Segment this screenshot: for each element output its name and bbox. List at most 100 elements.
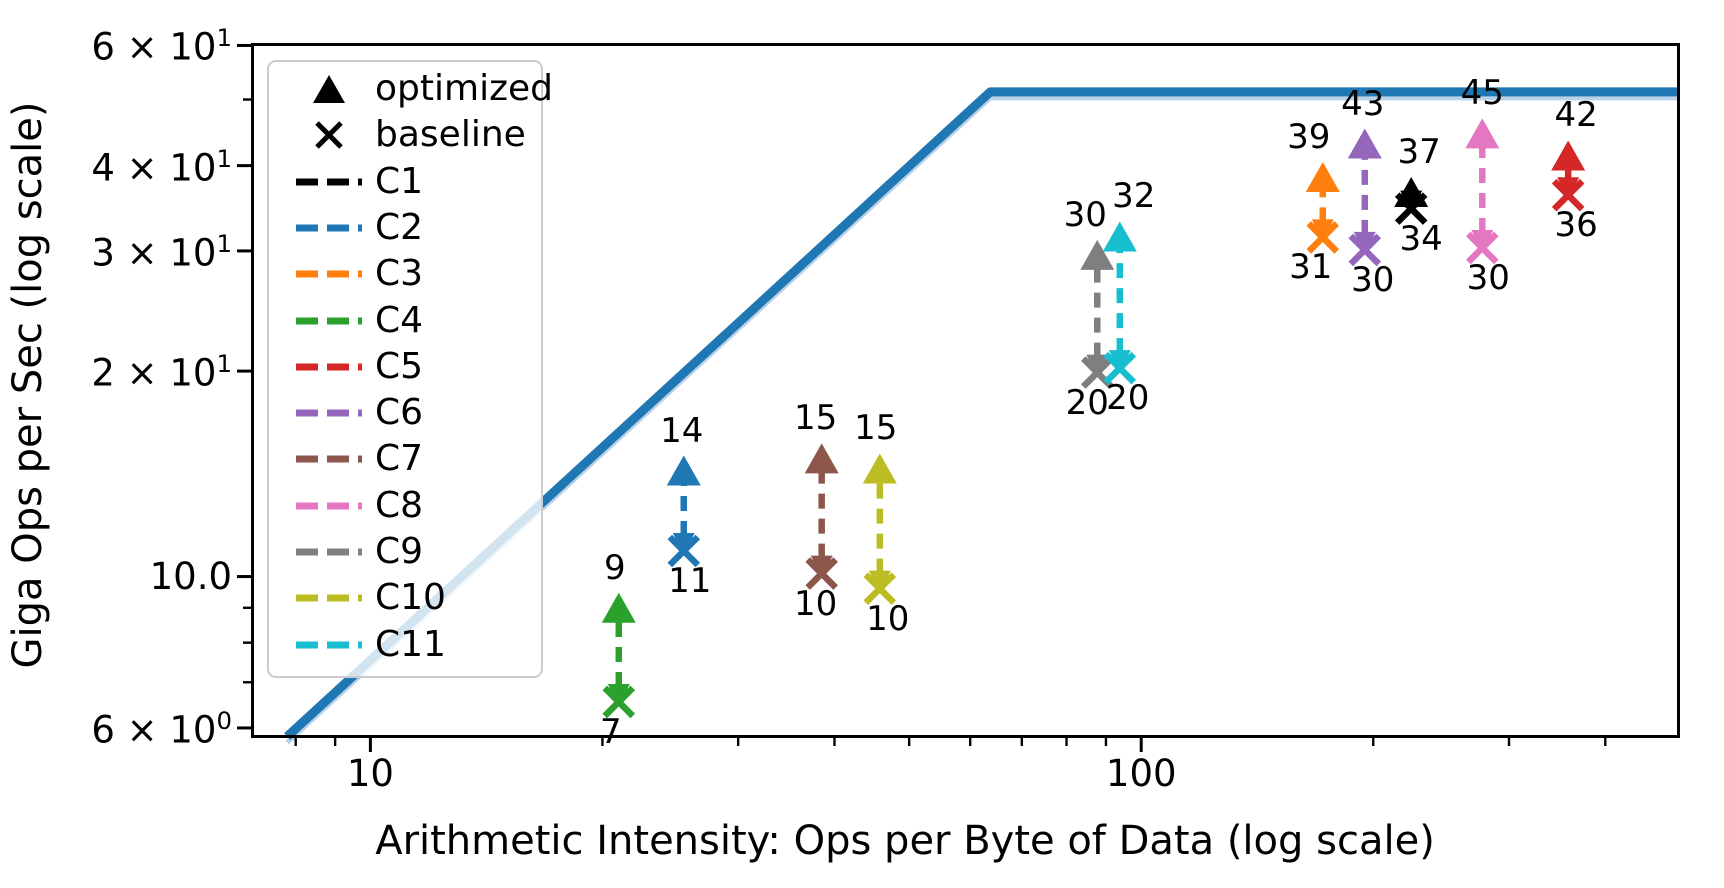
dashed-line-icon — [296, 502, 362, 510]
baseline-marker-C6 — [1348, 233, 1382, 267]
baseline-value-label-C10: 10 — [866, 598, 910, 639]
legend-item-C6: C6 — [269, 390, 541, 436]
legend-item-baseline: baseline — [269, 112, 541, 158]
legend-item-label: C4 — [375, 299, 424, 341]
optimized-value-label-C7: 15 — [794, 398, 838, 439]
baseline-value-label-C1: 34 — [1399, 218, 1443, 259]
arrow-head-down-C8 — [1471, 229, 1494, 251]
arrow-head-down-C4 — [607, 683, 630, 705]
arrow-head-down-C7 — [810, 555, 833, 577]
legend-dash-sample — [283, 298, 375, 344]
baseline-value-label-C7: 10 — [794, 583, 838, 624]
optimized-value-label-C8: 45 — [1460, 73, 1504, 114]
legend-item-label: baseline — [375, 114, 526, 156]
legend-item-label: optimized — [375, 68, 553, 109]
baseline-value-label-C8: 30 — [1466, 257, 1510, 298]
optimized-value-label-C4: 9 — [603, 547, 626, 588]
legend-dash-sample — [283, 575, 375, 621]
y-tick-label: 4 × 101 — [91, 143, 232, 189]
arrow-head-down-C3 — [1311, 219, 1334, 241]
legend-item-label: C5 — [375, 345, 424, 387]
legend-item-C8: C8 — [269, 483, 541, 529]
optimized-marker-C9 — [1080, 239, 1115, 270]
optimized-marker-C5 — [1551, 140, 1586, 171]
x-tick-label: 10 — [346, 752, 394, 795]
optimized-value-label-C9: 30 — [1063, 194, 1107, 235]
dashed-line-icon — [296, 594, 362, 602]
arrow-head-down-C9 — [1086, 354, 1109, 376]
dashed-line-icon — [296, 641, 362, 649]
y-tick-label: 10.0 — [149, 554, 232, 598]
legend-item-C3: C3 — [269, 251, 541, 297]
dashed-line-icon — [296, 548, 362, 556]
dashed-line-icon — [296, 270, 362, 278]
dashed-line-icon — [296, 455, 362, 463]
legend-item-label: C1 — [375, 160, 424, 202]
legend-item-label: C8 — [375, 484, 424, 526]
dashed-line-icon — [296, 409, 362, 417]
legend-item-C10: C10 — [269, 575, 541, 621]
baseline-value-label-C2: 11 — [668, 560, 712, 601]
legend-item-C2: C2 — [269, 205, 541, 251]
y-tick-label: 6 × 101 — [91, 23, 232, 69]
arrow-head-down-C11 — [1108, 350, 1131, 372]
dashed-line-icon — [296, 363, 362, 371]
legend: optimized baseline C1 C2 C3 C4 C5 C6 C7 C8 C9 C10 C1… — [267, 60, 553, 678]
legend-item-C4: C4 — [269, 298, 541, 344]
legend-item-label: C3 — [375, 253, 424, 295]
baseline-marker-C5 — [1551, 178, 1585, 212]
y-tick-label: 3 × 101 — [91, 228, 232, 275]
legend-dash-sample — [283, 483, 375, 529]
optimized-marker-C4 — [601, 592, 636, 623]
optimized-marker-C1 — [1394, 176, 1429, 207]
baseline-marker-C7 — [805, 557, 838, 590]
optimized-triangle-icon — [283, 66, 375, 112]
optimized-value-label-C10: 15 — [854, 408, 898, 449]
legend-dash-sample — [283, 529, 375, 575]
optimized-value-label-C11: 32 — [1112, 176, 1156, 217]
legend-dash-sample — [283, 436, 375, 482]
optimized-value-label-C3: 39 — [1287, 116, 1331, 157]
x-marker-icon — [315, 121, 343, 150]
legend-dash-sample — [283, 344, 375, 390]
y-tick-label: 6 × 100 — [91, 705, 232, 752]
dashed-line-icon — [296, 224, 362, 232]
legend-dash-sample — [283, 251, 375, 297]
arrow-head-down-C5 — [1557, 177, 1580, 199]
legend-item-label: C11 — [375, 623, 446, 665]
legend-item-C5: C5 — [269, 344, 541, 390]
optimized-marker-C11 — [1102, 221, 1137, 252]
legend-dash-sample — [283, 390, 375, 436]
optimized-marker-C3 — [1305, 161, 1340, 192]
legend-item-label: C7 — [375, 438, 424, 480]
legend-item-label: C2 — [375, 206, 424, 248]
axes-frame — [251, 43, 1680, 738]
legend-item-C11: C11 — [269, 622, 541, 668]
optimized-value-label-C1: 37 — [1397, 131, 1441, 172]
baseline-value-label-C11: 20 — [1106, 378, 1150, 419]
baseline-marker-C10 — [863, 572, 897, 605]
baseline-value-label-C5: 36 — [1554, 205, 1598, 246]
optimized-marker-C7 — [804, 443, 839, 474]
legend-dash-sample — [283, 205, 375, 251]
legend-item-C9: C9 — [269, 529, 541, 575]
legend-dash-sample — [283, 622, 375, 668]
baseline-x-icon — [283, 112, 375, 158]
baseline-marker-C11 — [1103, 351, 1137, 385]
arrow-head-down-C10 — [868, 570, 891, 592]
arrow-head-down-C6 — [1353, 231, 1376, 253]
optimized-marker-C6 — [1347, 128, 1382, 159]
dashed-line-icon — [296, 317, 362, 324]
triangle-up-icon — [313, 75, 345, 103]
legend-dash-sample — [283, 159, 375, 205]
baseline-value-label-C4: 7 — [599, 711, 622, 752]
y-tick-label: 2 × 101 — [91, 349, 232, 395]
legend-item-C7: C7 — [269, 436, 541, 482]
baseline-marker-C4 — [602, 685, 636, 719]
x-tick-label: 100 — [1105, 752, 1177, 795]
optimized-value-label-C2: 14 — [660, 410, 704, 451]
baseline-marker-C8 — [1465, 231, 1499, 265]
legend-item-label: C9 — [375, 531, 424, 572]
optimized-marker-C10 — [862, 453, 897, 484]
